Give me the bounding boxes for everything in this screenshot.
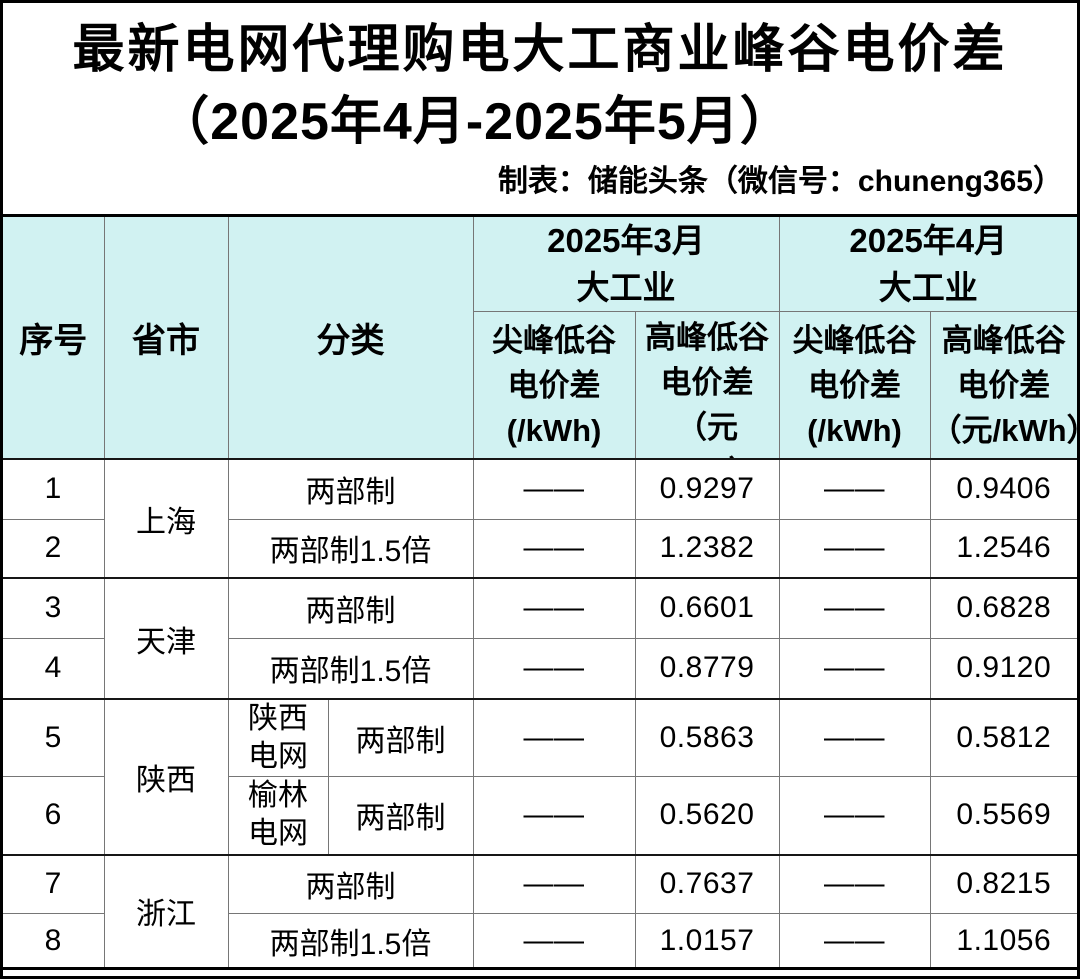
table-row: 7 浙江 两部制 —— 0.7637 —— 0.8215 [3,853,1077,969]
value-cell: 0.5620 [634,776,780,855]
table-row: 1 上海 两部制 —— 0.9297 —— 0.9406 [3,458,1077,579]
header-march-sharp-diff: 尖峰低谷 电价差 (/kWh) [473,311,636,460]
value-cell: —— [778,853,931,914]
value-cell: —— [472,776,636,855]
province-cell: 陕西 [103,698,229,855]
category-cell: 两部制 [227,577,474,639]
value-cell: —— [778,518,931,579]
value-cell: 1.0157 [634,913,780,969]
value-cell: 0.6601 [634,577,780,639]
header-seq: 序号 [3,215,105,460]
value-cell: 0.9297 [634,458,780,520]
province-cell: 上海 [103,458,229,579]
header-april-group: 2025年4月 大工业 [778,215,1077,312]
province-cell: 浙江 [103,853,229,969]
header-category: 分类 [227,215,474,460]
credit-line: 制表：储能头条（微信号：chuneng365） [497,165,1063,198]
value-cell: —— [778,776,931,855]
category-cell: 两部制 [227,458,474,520]
value-cell: 0.5863 [634,698,780,777]
value-cell: 0.5569 [929,776,1077,855]
seq-cell: 1 [3,458,105,520]
value-cell: —— [778,577,931,639]
value-cell: —— [778,913,931,969]
header-april-peak-diff: 高峰低谷 电价差 （元/kWh） [929,311,1077,460]
header-march-peak-diff: 高峰低谷 电价差 （元 /kWh） [634,311,780,460]
value-cell: 0.8779 [634,637,780,700]
category-cell: 两部制 [227,853,474,914]
header-province: 省市 [103,215,229,460]
value-cell: —— [472,577,636,639]
grid-cell: 陕西 电网 [227,698,329,777]
category-cell: 两部制 [327,776,474,855]
price-table: 序号 省市 分类 2025年3月 大工业 2025年4月 大工业 尖峰低谷 电价… [3,214,1077,970]
table-row: 3 天津 两部制 —— 0.6601 —— 0.6828 [3,577,1077,700]
value-cell: 0.7637 [634,853,780,914]
value-cell: —— [472,913,636,969]
value-cell: —— [778,698,931,777]
value-cell: —— [472,458,636,520]
value-cell: 0.5812 [929,698,1077,777]
header-row-sub: 尖峰低谷 电价差 (/kWh) 高峰低谷 电价差 （元 /kWh） 尖峰低谷 电… [3,311,1077,460]
category-cell: 两部制1.5倍 [227,637,474,700]
grid-cell: 榆林 电网 [227,776,329,855]
seq-cell: 2 [3,518,105,579]
page-title-line2: （2025年4月-2025年5月） [157,93,793,151]
value-cell: 1.2382 [634,518,780,579]
value-cell: 0.9406 [929,458,1077,520]
province-cell: 天津 [103,577,229,700]
header-april-sharp-diff: 尖峰低谷 电价差 (/kWh) [778,311,931,460]
value-cell: 0.6828 [929,577,1077,639]
seq-cell: 3 [3,577,105,639]
page-title-line1: 最新电网代理购电大工商业峰谷电价差 [72,21,1008,79]
header-march-group: 2025年3月 大工业 [472,215,780,312]
value-cell: 1.1056 [929,913,1077,969]
category-cell: 两部制1.5倍 [227,518,474,579]
seq-cell: 6 [3,776,105,855]
seq-cell: 5 [3,698,105,777]
header-row-groups: 序号 省市 分类 2025年3月 大工业 2025年4月 大工业 [3,215,1077,460]
table-row: 2 两部制1.5倍 —— 1.2382 —— 1.2546 [3,518,1077,579]
seq-cell: 7 [3,853,105,914]
value-cell: 0.8215 [929,853,1077,914]
value-cell: —— [472,518,636,579]
value-cell: —— [472,853,636,914]
seq-cell: 4 [3,637,105,700]
value-cell: —— [472,637,636,700]
table-row: 4 两部制1.5倍 —— 0.8779 —— 0.9120 [3,637,1077,700]
table-row: 6 榆林 电网 两部制 —— 0.5620 —— 0.5569 [3,776,1077,855]
value-cell: —— [778,458,931,520]
category-cell: 两部制 [327,698,474,777]
table-row: 8 两部制1.5倍 —— 1.0157 —— 1.1056 [3,913,1077,969]
table-row: 5 陕西 陕西 电网 两部制 —— 0.5863 —— 0.5812 [3,698,1077,855]
seq-cell: 8 [3,913,105,969]
value-cell: —— [778,637,931,700]
value-cell: 1.2546 [929,518,1077,579]
category-cell: 两部制1.5倍 [227,913,474,969]
value-cell: 0.9120 [929,637,1077,700]
value-cell: —— [472,698,636,777]
